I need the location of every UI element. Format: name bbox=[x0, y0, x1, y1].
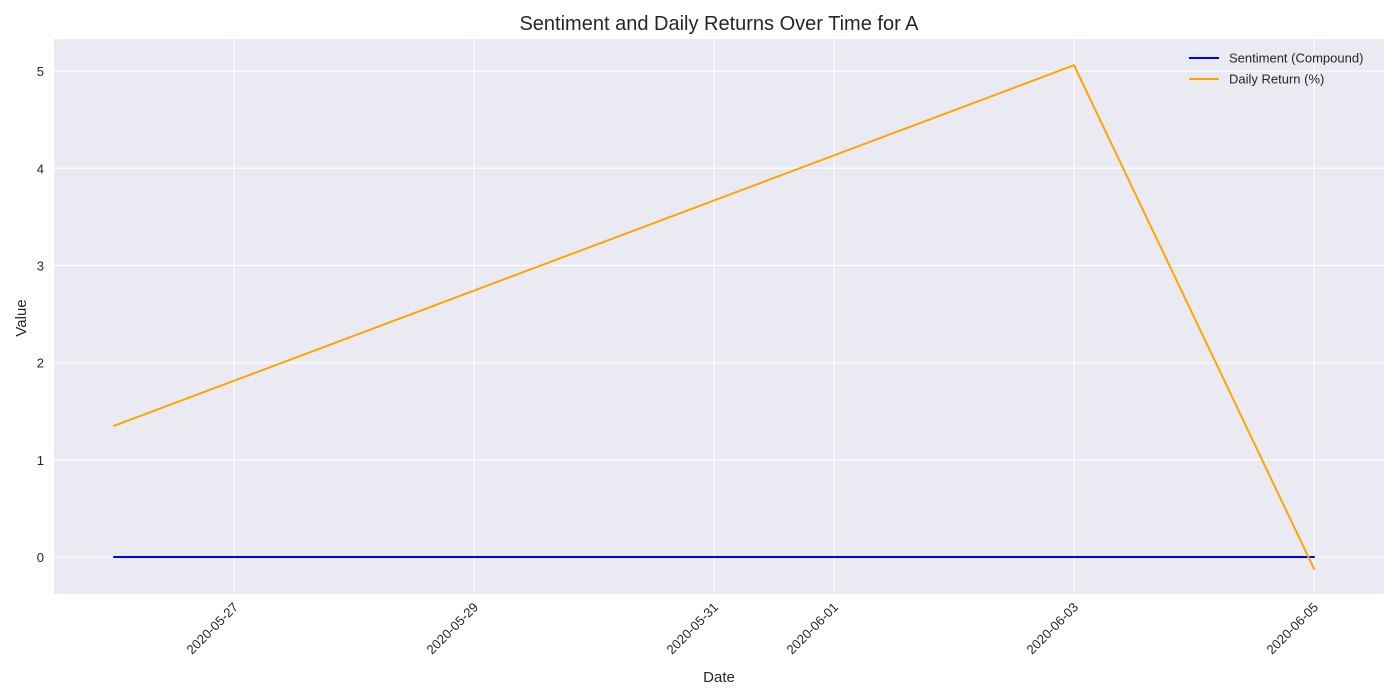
x-tick-label: 2020-05-31 bbox=[663, 600, 721, 658]
series-line-daily-return bbox=[113, 64, 1315, 570]
x-tick-label: 2020-05-27 bbox=[183, 600, 241, 658]
y-tick-label: 5 bbox=[37, 64, 44, 79]
y-axis-label: Value bbox=[13, 299, 30, 336]
legend-label: Sentiment (Compound) bbox=[1229, 51, 1363, 66]
x-axis-label: Date bbox=[703, 669, 735, 686]
y-tick-label: 3 bbox=[37, 258, 44, 273]
y-tick-label: 4 bbox=[37, 161, 44, 176]
y-tick-label: 0 bbox=[37, 550, 44, 565]
plot-area bbox=[54, 39, 1384, 594]
x-tick-label: 2020-05-29 bbox=[423, 600, 481, 658]
chart-title: Sentiment and Daily Returns Over Time fo… bbox=[519, 13, 919, 35]
y-tick-label: 2 bbox=[37, 356, 44, 371]
x-tick-label: 2020-06-03 bbox=[1023, 600, 1081, 658]
x-tick-label: 2020-06-01 bbox=[783, 600, 841, 658]
x-tick-label: 2020-06-05 bbox=[1263, 600, 1321, 658]
y-tick-label: 1 bbox=[37, 453, 44, 468]
legend: Sentiment (Compound) Daily Return (%) bbox=[1189, 51, 1363, 87]
legend-label: Daily Return (%) bbox=[1229, 72, 1324, 87]
